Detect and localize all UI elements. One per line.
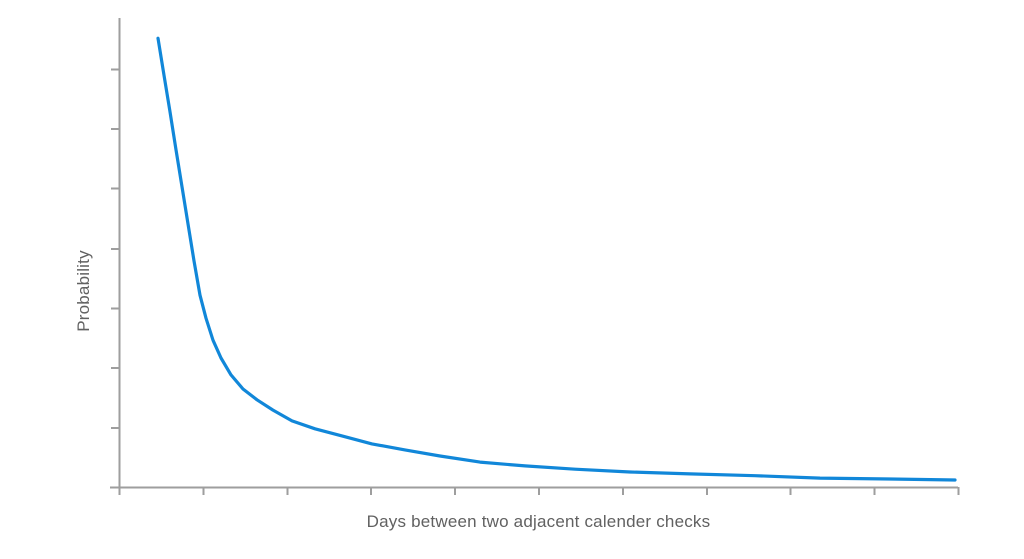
y-axis-label: Probability <box>74 250 93 332</box>
x-axis-label: Days between two adjacent calender check… <box>366 512 711 531</box>
axes <box>110 18 960 495</box>
probability-curve <box>156 36 957 482</box>
